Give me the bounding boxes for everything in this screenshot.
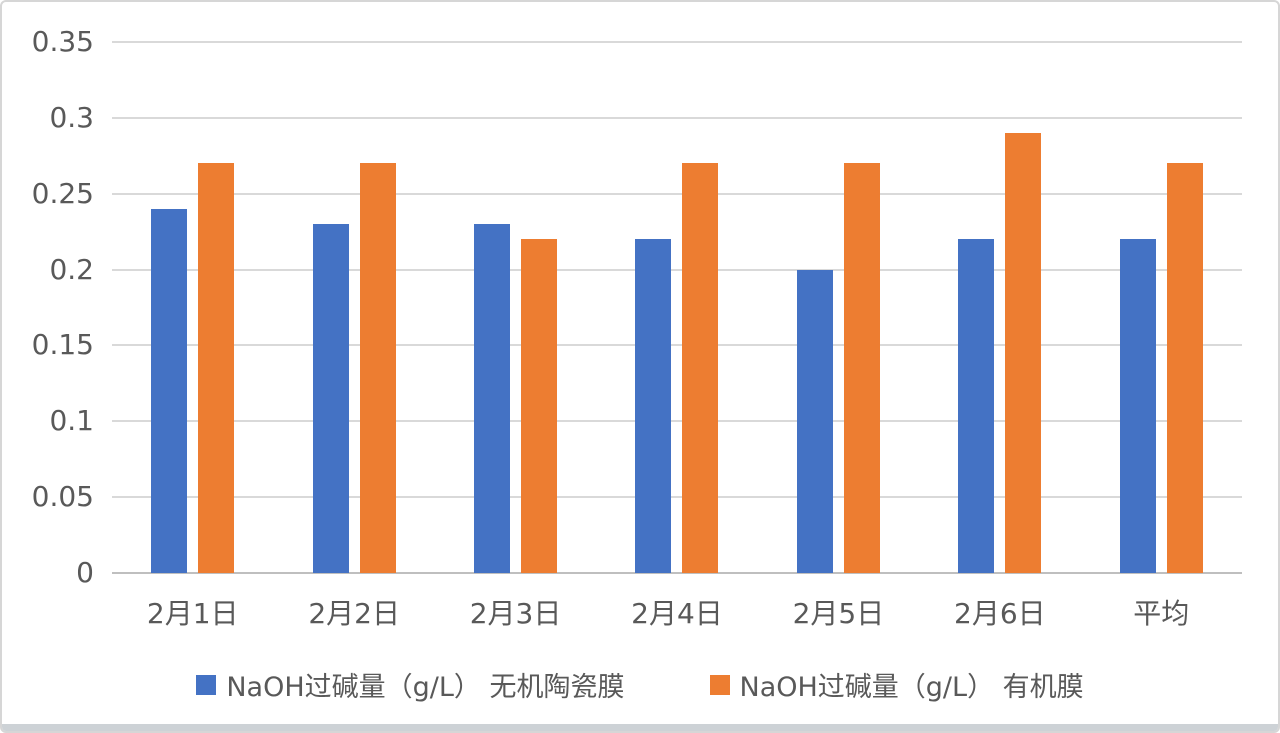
plot-area	[112, 41, 1242, 574]
legend-label: NaOH过碱量（g/L） 无机陶瓷膜	[226, 672, 625, 703]
legend-item: NaOH过碱量（g/L） 无机陶瓷膜	[196, 665, 625, 704]
y-tick-label: 0.35	[31, 25, 94, 58]
gridline	[112, 420, 1242, 423]
x-axis-tick-labels: 2月1日 2月2日 2月3日 2月4日 2月5日 2月6日 平均	[112, 592, 1242, 632]
bar-series-1	[151, 208, 188, 573]
x-axis-line	[112, 572, 1242, 574]
gridline	[112, 268, 1242, 271]
y-tick-label: 0	[76, 556, 94, 589]
bar-group	[919, 42, 1080, 573]
bar-series-1	[635, 239, 672, 573]
x-tick-label: 2月3日	[469, 597, 562, 630]
bar-group	[596, 42, 757, 573]
gridline	[112, 344, 1242, 347]
gridline	[112, 496, 1242, 499]
y-tick-label: 0.15	[31, 328, 94, 362]
bar-series-2	[843, 163, 880, 573]
bar-series-1	[1119, 239, 1156, 573]
bar-series-2	[1005, 133, 1042, 573]
y-tick-label: 0.05	[31, 480, 94, 514]
legend-swatch-icon	[709, 674, 730, 695]
y-tick-label: 0.25	[31, 176, 94, 210]
x-tick-label: 平均	[1133, 597, 1190, 630]
bar-series-2	[1166, 163, 1203, 573]
bar-series-1	[796, 269, 833, 573]
legend-label: NaOH过碱量（g/L） 有机膜	[739, 672, 1084, 703]
bar-series-1	[474, 224, 511, 573]
chart-legend: NaOH过碱量（g/L） 无机陶瓷膜 NaOH过碱量（g/L） 有机膜	[2, 665, 1278, 704]
x-tick-label: 2月4日	[631, 597, 723, 630]
window-bottom-edge	[2, 724, 1278, 731]
bar-series-1	[312, 224, 349, 573]
bar-series-2	[521, 239, 558, 573]
gridline	[112, 116, 1242, 119]
gridline	[112, 192, 1242, 195]
bar-groups	[112, 42, 1242, 573]
y-tick-label: 0.2	[49, 252, 94, 286]
legend-item: NaOH过碱量（g/L） 有机膜	[709, 665, 1084, 704]
bar-group	[758, 42, 919, 573]
y-tick-label: 0.3	[49, 100, 94, 134]
gridline	[112, 41, 1242, 43]
x-tick-label: 2月6日	[954, 597, 1046, 630]
x-tick-label: 2月2日	[308, 597, 400, 630]
bar-series-1	[958, 239, 995, 573]
bar-group	[273, 42, 434, 573]
y-tick-label: 0.1	[49, 404, 94, 438]
bar-series-2	[198, 163, 235, 573]
x-tick-label: 2月1日	[146, 597, 239, 630]
bar-group	[435, 42, 596, 573]
legend-swatch-icon	[196, 674, 217, 695]
bar-group	[1081, 42, 1242, 573]
bar-group	[112, 42, 273, 573]
bar-series-2	[359, 163, 396, 573]
bar-series-2	[682, 163, 719, 573]
x-tick-label: 2月5日	[792, 597, 885, 630]
